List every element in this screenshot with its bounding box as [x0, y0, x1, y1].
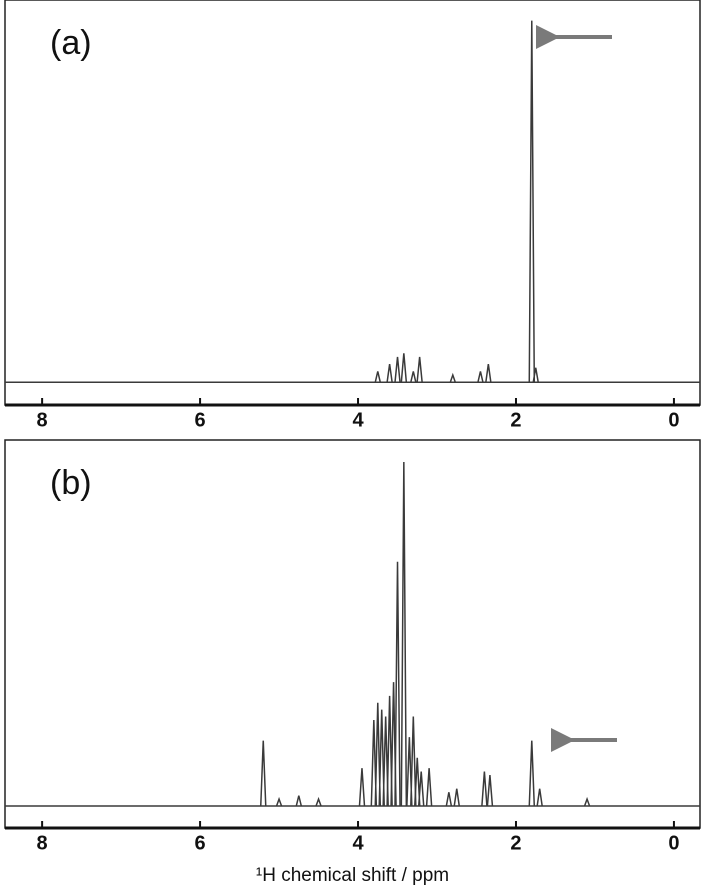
- peak: [416, 356, 423, 383]
- peak: [386, 364, 393, 383]
- x-tick-label: 4: [352, 832, 364, 854]
- peak: [453, 788, 460, 807]
- peak: [410, 716, 417, 807]
- panel-label: (b): [50, 464, 92, 502]
- peak: [481, 771, 488, 807]
- x-tick-label: 0: [668, 832, 679, 854]
- peak: [374, 371, 382, 383]
- peak: [358, 768, 366, 807]
- peak: [449, 372, 457, 383]
- peak: [486, 774, 494, 807]
- peak: [295, 795, 303, 807]
- peak: [583, 796, 591, 807]
- peak: [410, 371, 417, 383]
- plot-frame: [4, 439, 701, 829]
- peak: [400, 353, 408, 383]
- peak: [394, 356, 401, 383]
- peak: [477, 371, 484, 383]
- peak: [485, 364, 492, 383]
- plot-frame: [4, 0, 701, 406]
- x-tick-label: 8: [37, 409, 48, 431]
- peak: [536, 788, 543, 807]
- x-tick-label: 6: [195, 832, 206, 854]
- peak: [425, 768, 433, 807]
- x-axis-label: ¹H chemical shift / ppm: [256, 865, 449, 886]
- peak: [414, 757, 421, 807]
- x-tick-label: 4: [352, 409, 364, 431]
- panel-label: (a): [50, 24, 92, 62]
- peak: [528, 740, 536, 807]
- peak: [528, 20, 536, 383]
- peak: [445, 792, 453, 807]
- x-tick-label: 2: [510, 832, 521, 854]
- x-tick-label: 6: [195, 409, 206, 431]
- x-tick-label: 0: [668, 409, 679, 431]
- peak: [275, 796, 283, 807]
- peak: [315, 796, 322, 807]
- peak: [260, 740, 267, 807]
- peak: [532, 367, 539, 383]
- x-tick-label: 2: [510, 409, 521, 431]
- peak: [400, 462, 408, 806]
- peak: [417, 771, 425, 807]
- peak: [394, 561, 401, 806]
- x-tick-label: 8: [37, 832, 48, 854]
